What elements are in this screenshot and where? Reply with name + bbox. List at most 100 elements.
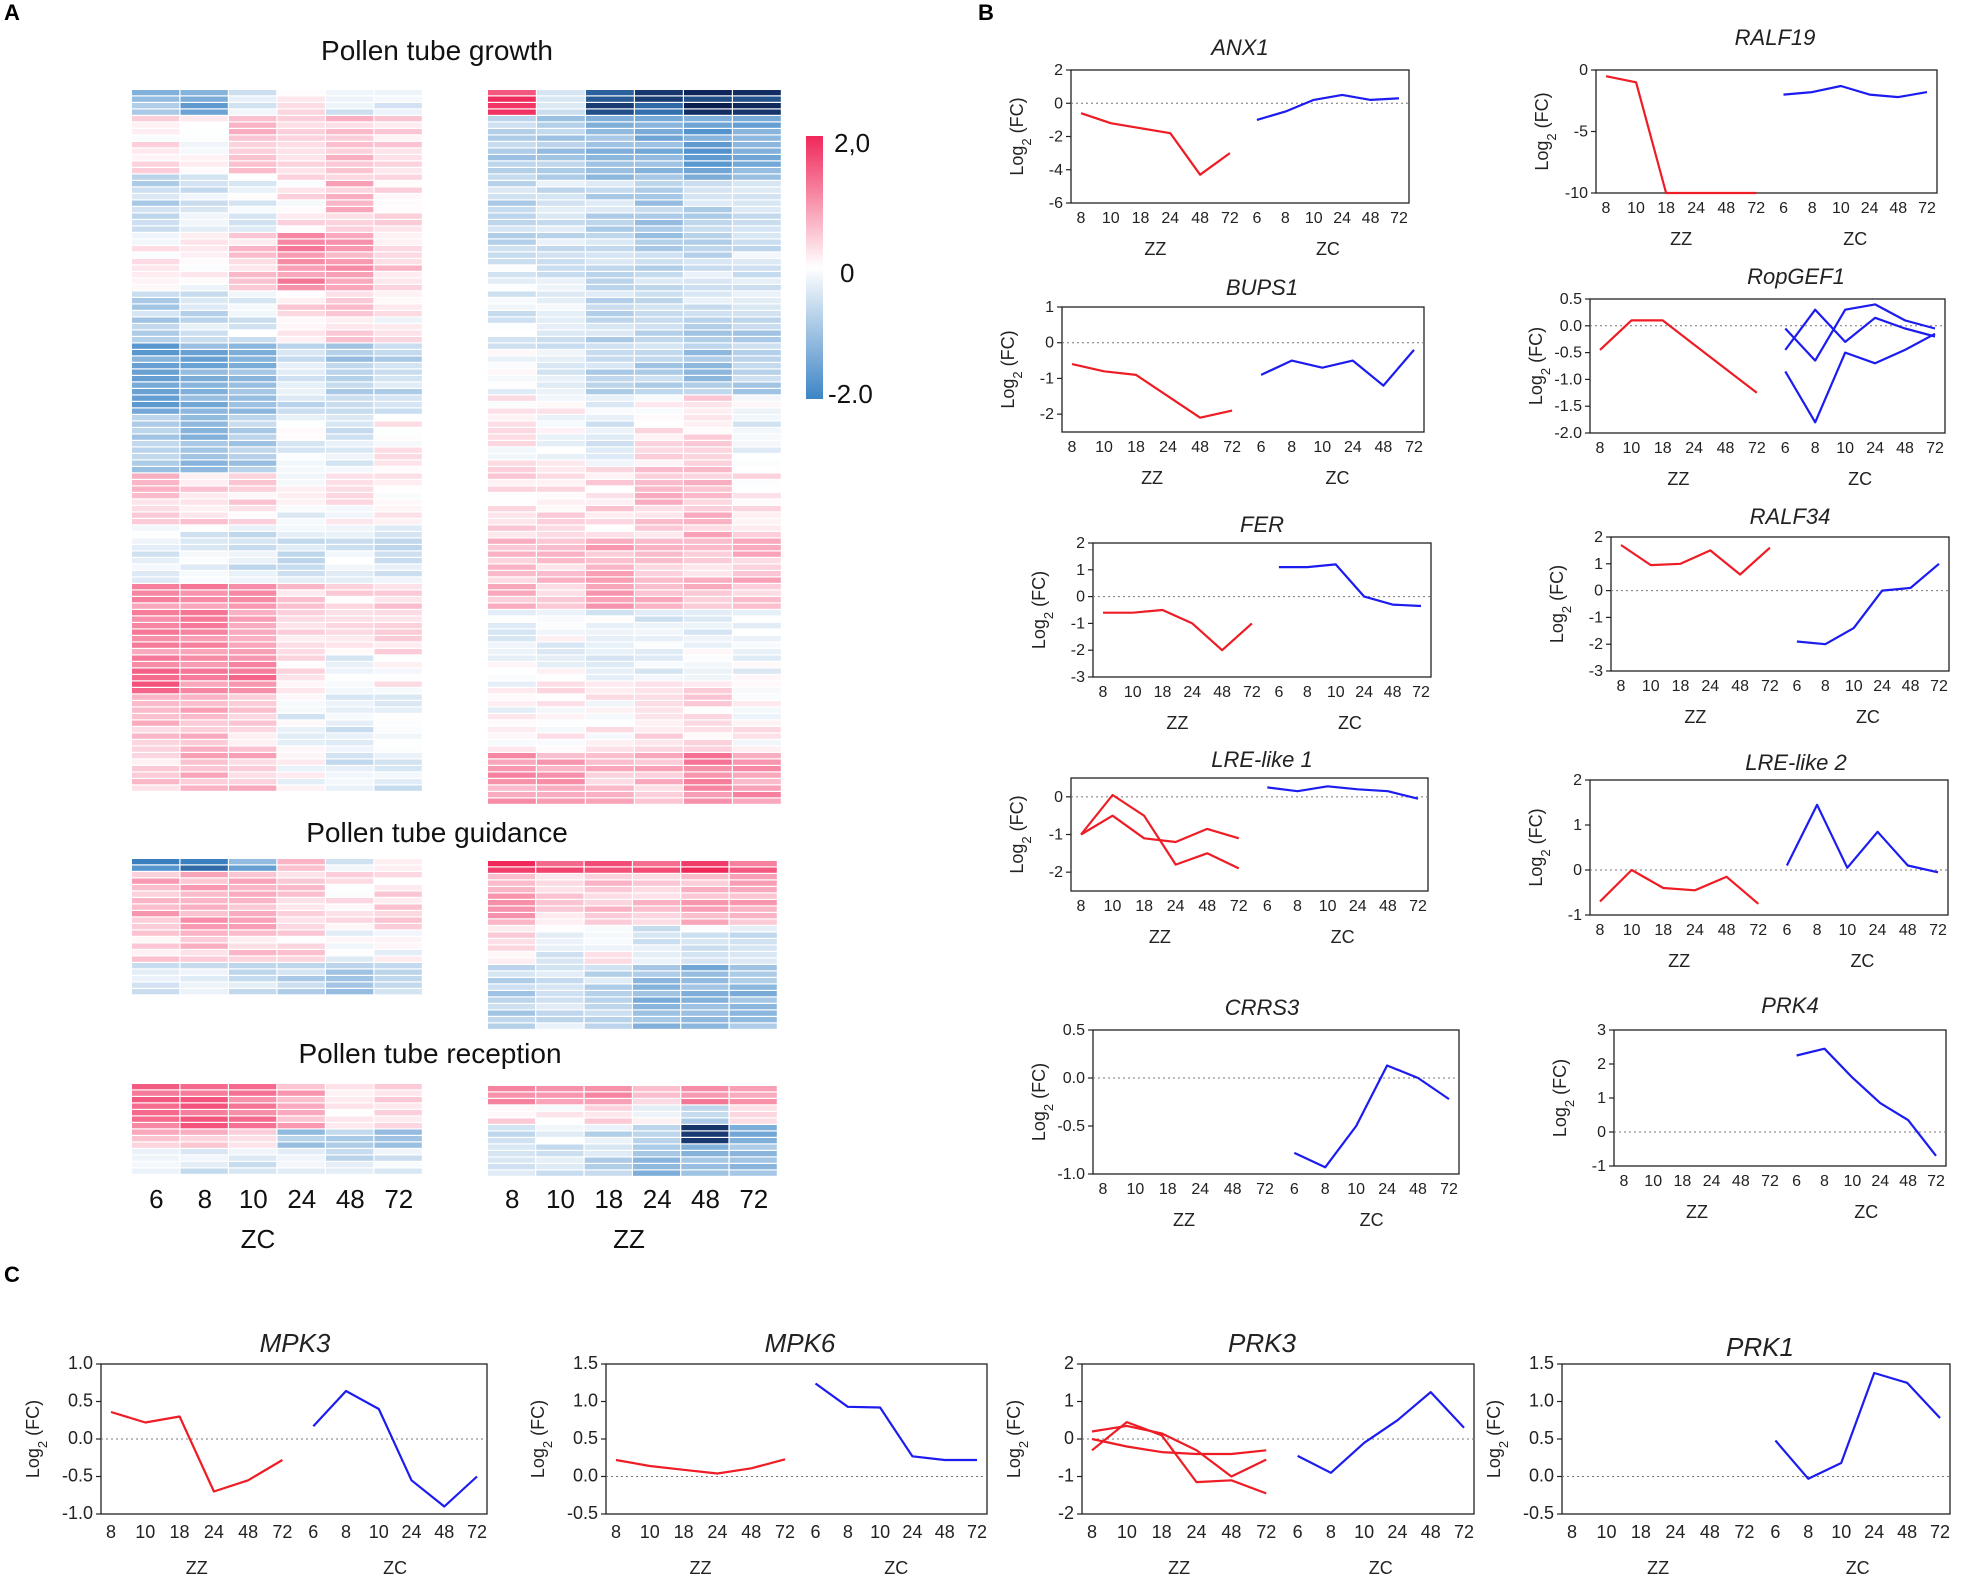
heatmap-cell bbox=[277, 343, 325, 349]
heatmap-cell bbox=[635, 785, 683, 791]
heatmap-cell bbox=[374, 898, 422, 904]
heatmap-cell bbox=[277, 298, 325, 304]
x-tick-label-zz: 10 bbox=[1627, 200, 1645, 217]
heatmap-cell bbox=[180, 298, 228, 304]
heatmap-cell bbox=[132, 956, 180, 962]
heatmap-cell bbox=[488, 285, 536, 291]
heatmap-cell bbox=[729, 880, 777, 886]
heatmap-cell bbox=[132, 1123, 180, 1129]
heatmap-cell bbox=[488, 1004, 536, 1010]
heatmap-cell bbox=[488, 311, 536, 317]
heatmap-cell bbox=[681, 1010, 729, 1016]
heatmap-cell bbox=[229, 727, 277, 733]
heatmap-cell bbox=[229, 408, 277, 414]
heatmap-cell bbox=[277, 272, 325, 278]
heatmap-cell bbox=[374, 428, 422, 434]
heatmap-cell bbox=[132, 272, 180, 278]
heatmap-cell bbox=[729, 958, 777, 964]
heatmap-group-right: ZZ bbox=[613, 1224, 645, 1254]
heatmap-cell bbox=[277, 148, 325, 154]
y-axis-label: Log2 (FC) bbox=[1007, 97, 1034, 175]
heatmap-cell bbox=[277, 859, 325, 865]
heatmap-cell bbox=[684, 545, 732, 551]
heatmap-cell bbox=[537, 343, 585, 349]
heatmap-cell bbox=[229, 642, 277, 648]
heatmap-cell bbox=[229, 168, 277, 174]
heatmap-cell bbox=[488, 958, 536, 964]
heatmap-cell bbox=[374, 480, 422, 486]
heatmap-cell bbox=[684, 636, 732, 642]
heatmap-cell bbox=[326, 759, 374, 765]
x-tick-label-zc: 10 bbox=[1354, 1522, 1374, 1542]
heatmap-cell bbox=[180, 937, 228, 943]
heatmap-cell bbox=[684, 525, 732, 531]
heatmap-cell bbox=[537, 525, 585, 531]
heatmap-cell bbox=[488, 454, 536, 460]
heatmap-cell bbox=[326, 441, 374, 447]
heatmap-cell bbox=[374, 1084, 422, 1090]
heatmap-cell bbox=[326, 90, 374, 96]
heatmap-cell bbox=[635, 714, 683, 720]
heatmap-cell bbox=[633, 861, 681, 867]
heatmap-cell bbox=[635, 759, 683, 765]
heatmap-cell bbox=[326, 369, 374, 375]
heatmap-cell bbox=[488, 688, 536, 694]
heatmap-cell bbox=[132, 1097, 180, 1103]
heatmap-cell bbox=[635, 103, 683, 109]
y-axis-label-suffix: (FC) bbox=[1484, 1400, 1504, 1441]
plot-frame bbox=[1613, 1029, 1947, 1167]
heatmap-cell bbox=[733, 740, 781, 746]
heatmap-cell bbox=[633, 1157, 681, 1163]
heatmap-cell bbox=[326, 746, 374, 752]
x-tick-label-zz: 8 bbox=[1068, 439, 1077, 456]
heatmap-cell bbox=[326, 1084, 374, 1090]
heatmap-cell bbox=[586, 519, 634, 525]
heatmap-cell bbox=[488, 421, 536, 427]
heatmap-cell bbox=[537, 538, 585, 544]
heatmap-cell bbox=[488, 174, 536, 180]
x-tick-label-zc: 6 bbox=[1782, 922, 1791, 939]
heatmap-cell bbox=[684, 603, 732, 609]
y-tick-label: 0.5 bbox=[573, 1428, 598, 1448]
heatmap-cell bbox=[537, 421, 585, 427]
heatmap-cell bbox=[684, 480, 732, 486]
heatmap-cell bbox=[635, 707, 683, 713]
heatmap-cell bbox=[229, 937, 277, 943]
group-label-zz: ZZ bbox=[1168, 1558, 1190, 1578]
x-tick-label-zz: 48 bbox=[1732, 1173, 1750, 1190]
heatmap-cell bbox=[180, 963, 228, 969]
heatmap-cell bbox=[537, 298, 585, 304]
heatmap-cell bbox=[733, 161, 781, 167]
heatmap-cell bbox=[180, 395, 228, 401]
heatmap-cell bbox=[229, 135, 277, 141]
heatmap-cell bbox=[684, 181, 732, 187]
heatmap-cell bbox=[277, 885, 325, 891]
heatmap-cell bbox=[180, 766, 228, 772]
heatmap-cell bbox=[132, 943, 180, 949]
heatmap-cell bbox=[586, 577, 634, 583]
heatmap-cell bbox=[633, 1170, 681, 1176]
heatmap-cell bbox=[586, 564, 634, 570]
heatmap-cell bbox=[374, 707, 422, 713]
heatmap-cell bbox=[488, 1157, 536, 1163]
x-tick-label-zz: 8 bbox=[1602, 200, 1611, 217]
heatmap-cell bbox=[488, 720, 536, 726]
heatmap-cell bbox=[684, 317, 732, 323]
heatmap-cell bbox=[537, 122, 585, 128]
heatmap-cell bbox=[635, 174, 683, 180]
heatmap-cell bbox=[132, 415, 180, 421]
heatmap-cell bbox=[537, 369, 585, 375]
y-tick-label: -2.0 bbox=[1554, 425, 1582, 442]
heatmap-cell bbox=[488, 655, 536, 661]
heatmap-cell bbox=[277, 675, 325, 681]
heatmap-cell bbox=[180, 623, 228, 629]
plot-frame bbox=[1070, 69, 1410, 204]
heatmap-cell bbox=[733, 629, 781, 635]
heatmap-cell bbox=[180, 956, 228, 962]
heatmap-cell bbox=[635, 519, 683, 525]
heatmap-cell bbox=[132, 278, 180, 284]
heatmap-cell bbox=[326, 885, 374, 891]
x-tick-label-zz: 10 bbox=[135, 1522, 155, 1542]
y-tick-label: 1.0 bbox=[68, 1353, 93, 1373]
heatmap-cell bbox=[132, 486, 180, 492]
